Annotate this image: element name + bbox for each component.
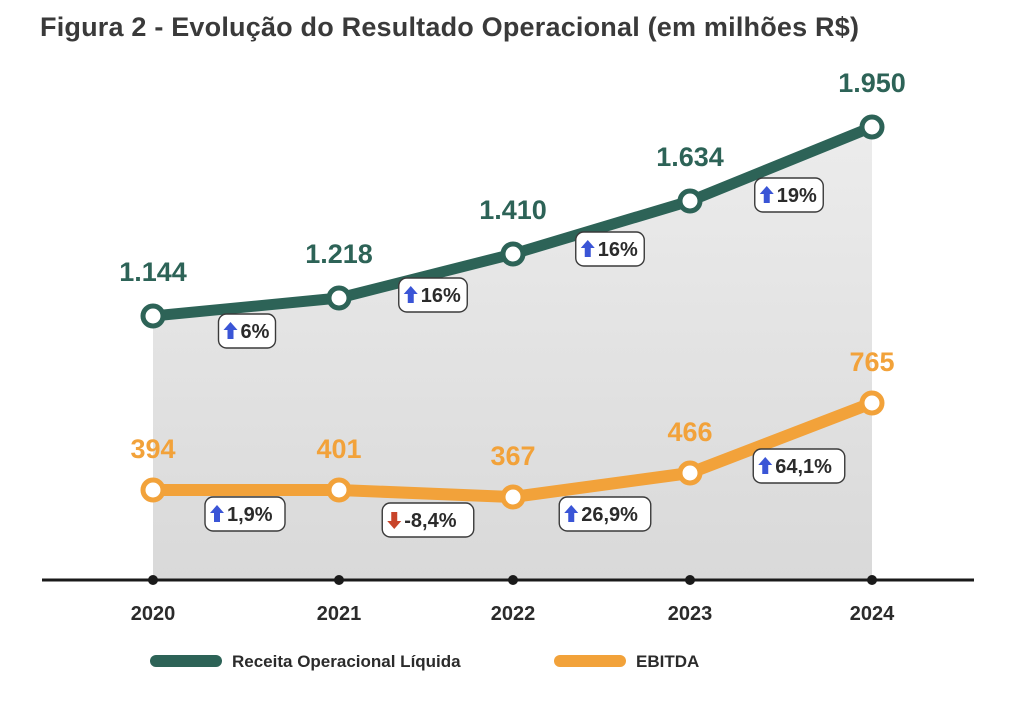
ebitda-point-2020 (140, 477, 166, 503)
x-axis-tick-2020 (148, 575, 158, 585)
receita-change-badge-1: 6% (217, 313, 277, 349)
x-axis-tick-2024 (867, 575, 877, 585)
receita-point-2024 (859, 114, 885, 140)
x-tick-label-2023: 2023 (668, 603, 713, 625)
change-badge-text: 16% (421, 285, 461, 307)
x-tick-label-2022: 2022 (491, 603, 536, 625)
arrow-up-icon (564, 505, 579, 522)
legend-item-ebitda: EBITDA (554, 652, 699, 671)
receita-value-label-2020: 1.144 (119, 257, 187, 287)
receita-point-2020 (140, 303, 166, 329)
ebitda-value-label-2022: 367 (490, 441, 535, 471)
receita-point-2023 (677, 188, 703, 214)
arrow-up-icon (758, 457, 773, 474)
ebitda-value-label-2023: 466 (667, 417, 712, 447)
receita-point-2021 (326, 285, 352, 311)
ebitda-value-label-2020: 394 (130, 434, 175, 464)
change-badge-text: 6% (241, 321, 270, 343)
legend-item-receita: Receita Operacional Líquida (150, 652, 461, 671)
legend-label-receita: Receita Operacional Líquida (232, 652, 461, 671)
arrow-up-icon (210, 505, 224, 522)
x-tick-label-2024: 2024 (850, 603, 895, 625)
legend-label-ebitda: EBITDA (636, 652, 699, 671)
ebitda-change-badge-1: 1,9% (204, 496, 286, 532)
x-tick-label-2021: 2021 (317, 603, 362, 625)
receita-change-badge-2: 16% (398, 277, 468, 313)
receita-change-badge-3: 16% (575, 231, 645, 267)
change-badge-text: 26,9% (581, 504, 638, 526)
ebitda-point-2023 (677, 460, 703, 486)
receita-point-2022 (500, 241, 526, 267)
x-axis-tick-2023 (685, 575, 695, 585)
receita-value-label-2021: 1.218 (305, 239, 373, 269)
receita-value-label-2022: 1.410 (479, 195, 547, 225)
x-axis-tick-2022 (508, 575, 518, 585)
change-badge-text: 16% (598, 239, 638, 261)
change-badge-text: 1,9% (227, 504, 273, 526)
change-badge-text: 19% (777, 185, 817, 207)
ebitda-change-badge-4: 64,1% (752, 448, 846, 484)
change-badge-text: -8,4% (404, 510, 456, 532)
receita-value-label-2023: 1.634 (656, 142, 724, 172)
ebitda-point-2024 (859, 390, 885, 416)
chart-title: Figura 2 - Evolução do Resultado Operaci… (40, 12, 860, 42)
arrow-up-icon (223, 322, 238, 339)
receita-value-label-2024: 1.950 (838, 68, 906, 98)
ebitda-value-label-2024: 765 (849, 347, 894, 377)
change-badge-text: 64,1% (775, 456, 832, 478)
ebitda-change-badge-2: -8,4% (381, 502, 475, 538)
arrow-up-icon (580, 240, 595, 257)
arrow-down-icon (387, 512, 402, 529)
ebitda-value-label-2021: 401 (316, 434, 361, 464)
x-tick-label-2020: 2020 (131, 603, 176, 625)
receita-change-badge-4: 19% (754, 177, 824, 213)
ebitda-point-2021 (326, 477, 352, 503)
arrow-up-icon (403, 286, 418, 303)
arrow-up-icon (759, 186, 774, 203)
ebitda-change-badge-3: 26,9% (558, 496, 652, 532)
ebitda-point-2022 (500, 484, 526, 510)
x-axis-tick-2021 (334, 575, 344, 585)
